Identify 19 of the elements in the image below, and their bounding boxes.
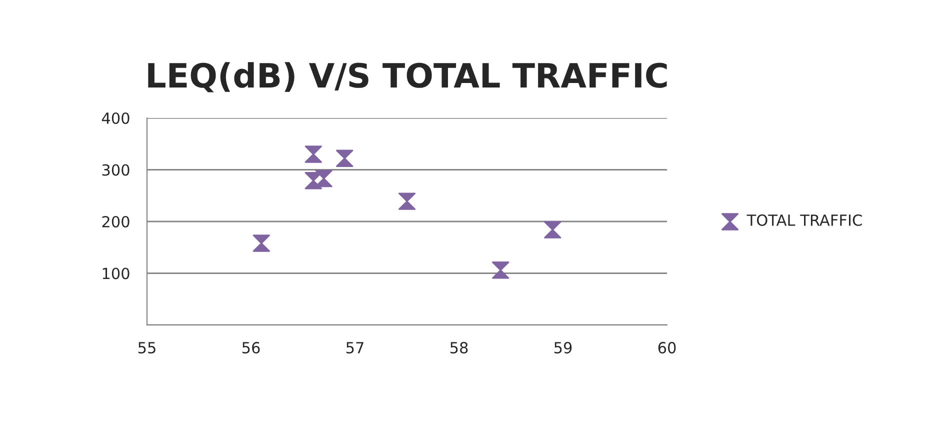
point — [252, 234, 270, 252]
x-tick-label: 59 — [554, 342, 572, 354]
point — [492, 262, 510, 279]
chart-title: LEQ(dB) V/S TOTAL TRAFFIC — [148, 62, 667, 92]
point — [398, 192, 416, 210]
x-tick-label: 58 — [450, 342, 468, 354]
x-tick-label: 55 — [138, 342, 156, 354]
x-tick-label: 57 — [346, 342, 364, 354]
legend-label: TOTAL TRAFFIC — [746, 214, 862, 226]
x-tick-label: 56 — [242, 342, 260, 354]
x-tick-label: 60 — [658, 342, 676, 354]
y-tick-label: 300 — [102, 164, 130, 176]
y-tick-label: 400 — [102, 112, 130, 124]
y-tick-label: 200 — [102, 216, 130, 228]
point — [336, 150, 354, 167]
point — [315, 170, 332, 188]
point — [544, 221, 562, 238]
y-tick-label: 100 — [102, 268, 130, 280]
point — [304, 146, 322, 163]
